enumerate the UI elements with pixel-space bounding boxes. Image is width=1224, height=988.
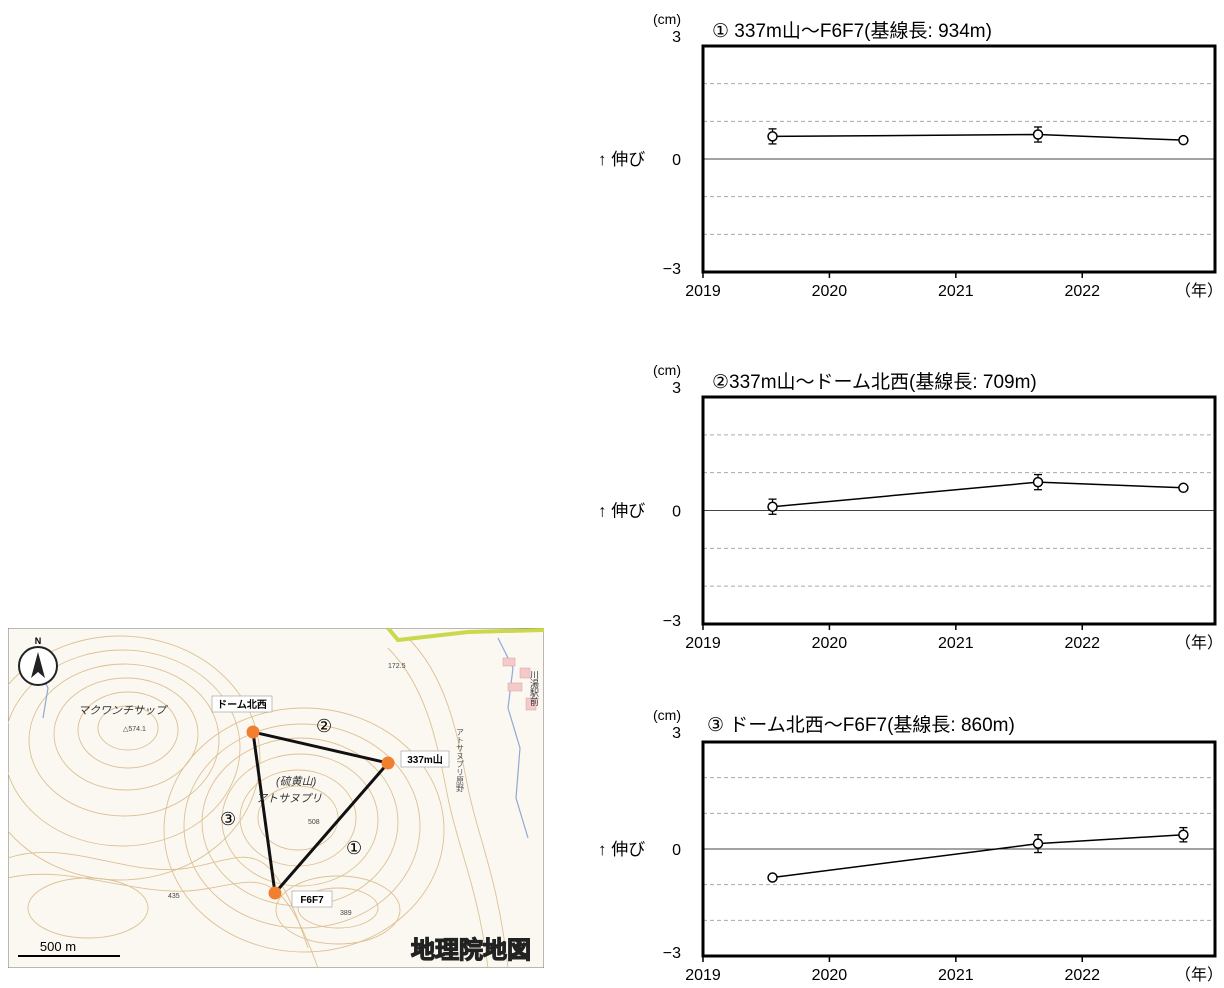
data-point <box>1032 476 1044 488</box>
data-point <box>1178 829 1189 840</box>
chart-2: 2019 2020 2021 2022 （年） −3 0 3 (cm) ↑ 伸び ②337m山～ドー… <box>598 362 1223 652</box>
plot-frame <box>701 395 1217 626</box>
y-axis-label: ↑ 伸び <box>598 150 645 169</box>
x-tick-label: 2019 <box>685 283 721 300</box>
chart-title: ②337m山～ドーム北西(基線長: 709m) <box>712 371 1037 393</box>
x-unit-label: （年） <box>1175 966 1223 984</box>
y-tick-label: 0 <box>672 504 681 521</box>
spot-height: △574.1 <box>123 726 146 733</box>
chart-1: 2019 2020 2021 2022 （年） −3 0 3 (cm) ↑ 伸び ① 337m山～F… <box>598 11 1223 300</box>
place-name-atosanupuri: アトサヌプリ <box>256 792 322 805</box>
x-tick-label: 2022 <box>1064 635 1100 652</box>
x-tick-label: 2020 <box>812 635 848 652</box>
y-axis-label: ↑ 伸び <box>598 840 645 859</box>
spot-height: 172.5 <box>388 663 406 670</box>
contour-lines <box>8 635 509 968</box>
svg-text:ドーム北西: ドーム北西 <box>217 698 267 711</box>
data-point <box>1032 129 1044 140</box>
y-tick-label: 0 <box>672 152 681 169</box>
station-marker-f6f7 <box>268 886 282 900</box>
station-marker-337m <box>381 756 395 770</box>
series-line <box>772 133 1184 141</box>
series-line <box>772 481 1184 508</box>
y-unit-label: (cm) <box>653 362 681 378</box>
place-name-makuwanchisappu: マクワンチサップ <box>78 704 168 717</box>
town-blocks <box>502 657 537 711</box>
place-name-atosanupuri-genya: アトサヌプリ原野 <box>456 728 465 792</box>
north-arrow-icon: N <box>18 636 58 686</box>
baseline-2 <box>252 730 389 765</box>
svg-text:F6F7: F6F7 <box>300 895 324 906</box>
spot-height: 389 <box>340 910 352 917</box>
road <box>386 628 544 643</box>
chart-title: ③ ドーム北西～F6F7(基線長: 860m) <box>707 714 1015 736</box>
plot-frame <box>701 740 1217 958</box>
x-tick-label: 2019 <box>685 635 721 652</box>
y-tick-label: −3 <box>663 261 681 278</box>
x-tick-label: 2022 <box>1064 283 1100 300</box>
y-unit-label: (cm) <box>653 707 681 723</box>
y-tick-label: 0 <box>672 842 681 859</box>
baseline-label-2: ② <box>316 716 332 736</box>
x-tick-label: 2021 <box>938 635 974 652</box>
data-point <box>1178 482 1189 494</box>
x-tick-label: 2020 <box>812 967 848 984</box>
baseline-label-3: ③ <box>220 809 236 829</box>
y-tick-label: 3 <box>672 29 681 46</box>
baseline-label-1: ① <box>346 838 362 858</box>
map-credit: 地理院地図 <box>411 936 531 964</box>
station-marker-dome-nw <box>246 725 260 739</box>
baseline-3 <box>251 731 277 894</box>
x-tick-label: 2019 <box>685 967 721 984</box>
x-tick-label: 2020 <box>812 283 848 300</box>
chart-3: 2019 2020 2021 2022 （年） −3 0 3 (cm) ↑ 伸び ③ ドーム北西～F… <box>598 707 1223 984</box>
scale-bar: 500 m <box>18 939 120 957</box>
y-tick-label: 3 <box>672 380 681 397</box>
data-point <box>767 131 778 142</box>
place-name-iozan: (硫黄山) <box>276 775 317 788</box>
spot-height: 508 <box>308 819 320 826</box>
series-line <box>772 833 1184 879</box>
y-tick-label: 3 <box>672 725 681 742</box>
data-point <box>1178 134 1189 146</box>
north-label: N <box>35 636 42 646</box>
baselines <box>251 730 390 894</box>
svg-text:337m山: 337m山 <box>407 753 443 766</box>
plot-frame <box>701 44 1217 274</box>
station-label-f6f7: F6F7 <box>291 890 333 908</box>
place-name-kawayu-station: 川湯駅前 <box>529 670 539 707</box>
y-unit-label: (cm) <box>653 11 681 27</box>
station-label-dome-nw: ドーム北西 <box>211 695 273 713</box>
x-tick-label: 2021 <box>938 967 974 984</box>
data-point <box>1032 838 1044 849</box>
y-tick-label: −3 <box>663 945 681 962</box>
scale-label: 500 m <box>40 939 76 954</box>
x-tick-label: 2021 <box>938 283 974 300</box>
chart-title: ① 337m山～F6F7(基線長: 934m) <box>712 20 992 42</box>
baseline-1 <box>273 762 390 894</box>
spot-height: 435 <box>168 893 180 900</box>
y-axis-label: ↑ 伸び <box>598 502 645 521</box>
x-tick-label: 2022 <box>1064 967 1100 984</box>
topographic-map: N マクワンチサップ (硫黄山) アトサヌプリ 川湯駅前 アトサヌプリ原野 △5… <box>8 628 544 968</box>
x-unit-label: （年） <box>1175 634 1223 652</box>
data-point <box>767 501 778 512</box>
data-point <box>767 872 778 883</box>
x-unit-label: （年） <box>1175 282 1223 300</box>
station-label-337m: 337m山 <box>400 750 450 768</box>
y-tick-label: −3 <box>663 613 681 630</box>
